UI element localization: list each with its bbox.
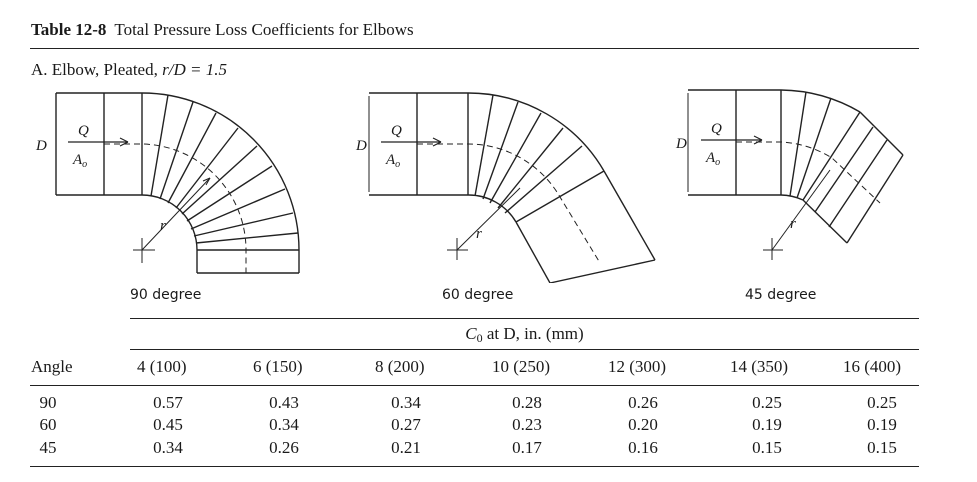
caption-90-degree: 90 degree	[130, 287, 202, 303]
elbow-90-diagram	[55, 92, 300, 274]
table-caption: Total Pressure Loss Coefficients for Elb…	[114, 20, 414, 39]
header-rule-upper	[130, 318, 919, 319]
section-ratio: r/D = 1.5	[162, 60, 227, 79]
table-cell: 0.25	[752, 393, 782, 412]
coef-symbol: C	[465, 324, 477, 343]
elbow-45-d-label: D	[675, 136, 687, 152]
table-cell: 0.21	[391, 438, 421, 457]
header-rule-lower	[130, 349, 919, 350]
table-cell: 0.34	[153, 438, 183, 457]
col-header-14: 14 (350)	[730, 357, 789, 376]
col-header-10: 10 (250)	[492, 357, 551, 376]
table-cell: 0.43	[269, 393, 299, 412]
bottom-rule	[30, 466, 919, 467]
elbow-45-diagram	[687, 89, 904, 260]
elbow-90-d-label: D	[35, 138, 47, 154]
angle-header: Angle	[31, 357, 73, 376]
section-heading: A. Elbow, Pleated, r/D = 1.5	[31, 60, 227, 80]
elbow-45-q-label: Q	[711, 121, 722, 137]
elbow-90-q-label: Q	[78, 123, 89, 139]
caption-60-degree: 60 degree	[442, 287, 514, 303]
table-cell: 0.17	[512, 438, 542, 457]
table-cell: 0.34	[269, 415, 299, 434]
table-cell: 0.23	[512, 415, 542, 434]
table-cell: 0.15	[752, 438, 782, 457]
coefficient-header: C0 at D, in. (mm)	[130, 324, 919, 346]
table-cell: 0.25	[867, 393, 897, 412]
col-header-4: 4 (100)	[137, 357, 187, 376]
table-cell: 0.28	[512, 393, 542, 412]
table-title: Table 12-8 Total Pressure Loss Coefficie…	[31, 20, 414, 40]
row-angle-60: 60	[39, 415, 57, 434]
table-cell: 0.16	[628, 438, 658, 457]
table-cell: 0.57	[153, 393, 183, 412]
elbow-60-q-label: Q	[391, 123, 402, 139]
table-cell: 0.27	[391, 415, 421, 434]
table-number: Table 12-8	[31, 20, 107, 39]
elbow-90-r-label: r	[160, 218, 166, 234]
table-cell: 0.20	[628, 415, 658, 434]
row-angle-45: 45	[39, 438, 57, 457]
column-header-rule	[30, 385, 919, 386]
table-cell: 0.34	[391, 393, 421, 412]
col-header-16: 16 (400)	[843, 357, 902, 376]
table-cell: 0.26	[628, 393, 658, 412]
elbow-60-a-label: Ao	[385, 152, 400, 170]
coef-header-text: at D, in. (mm)	[486, 324, 584, 343]
table-cell: 0.19	[867, 415, 897, 434]
table-cell: 0.19	[752, 415, 782, 434]
table-cell: 0.45	[153, 415, 183, 434]
table-cell: 0.26	[269, 438, 299, 457]
col-header-6: 6 (150)	[253, 357, 303, 376]
col-header-8: 8 (200)	[375, 357, 425, 376]
elbow-60-r-label: r	[476, 226, 482, 242]
elbow-60-d-label: D	[355, 138, 367, 154]
table-cell: 0.15	[867, 438, 897, 457]
elbow-45-a-label: Ao	[705, 150, 720, 168]
section-label: A. Elbow, Pleated,	[31, 60, 158, 79]
coef-subscript: 0	[476, 331, 483, 345]
top-rule	[30, 48, 919, 49]
row-angle-90: 90	[39, 393, 57, 412]
elbow-45-r-label: r	[790, 216, 796, 232]
col-header-12: 12 (300)	[608, 357, 667, 376]
elbow-diagrams: D Q Ao r D Q Ao r D Q Ao r	[35, 89, 904, 283]
elbow-60-diagram	[368, 92, 656, 283]
elbow-90-a-label: Ao	[72, 152, 87, 170]
caption-45-degree: 45 degree	[745, 287, 817, 303]
